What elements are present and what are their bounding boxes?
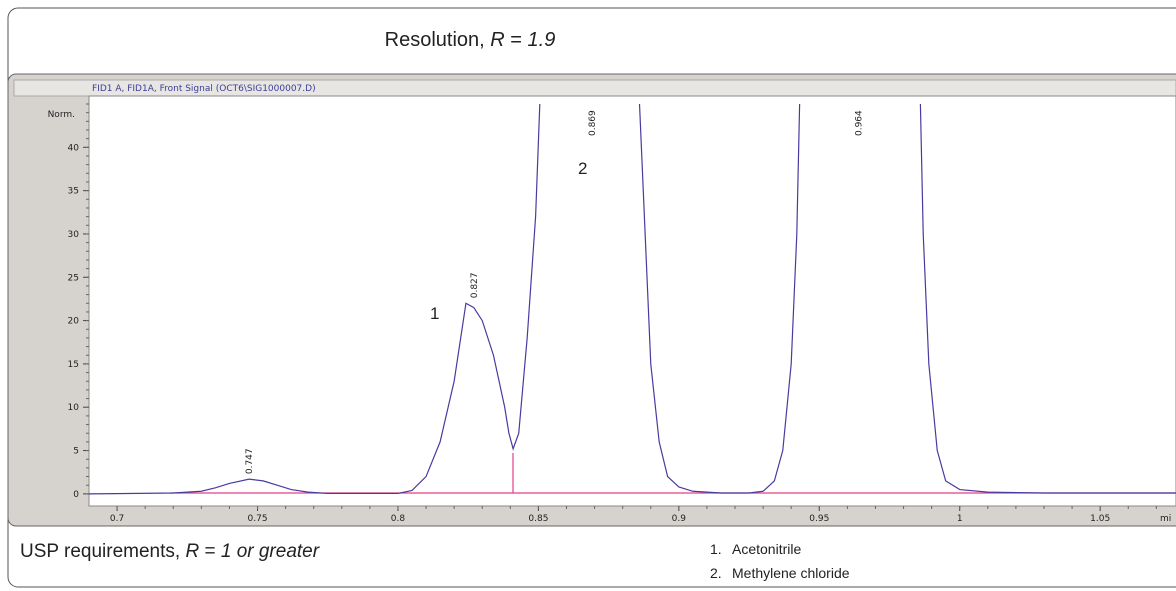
y-tick-label: 20 [68, 317, 80, 327]
x-tick-label: 0.85 [528, 514, 548, 524]
x-tick-label: 0.95 [809, 514, 829, 524]
plot [89, 103, 1176, 495]
footer-part: USP requirements, [20, 541, 185, 562]
legend-entry: Methylene chloride [732, 565, 850, 581]
title-part: Resolution, [385, 29, 491, 51]
compound-number: 2 [578, 159, 587, 178]
y-tick-label: 5 [73, 447, 79, 457]
y-tick-label: 35 [68, 187, 79, 197]
y-tick-label: 30 [68, 230, 80, 240]
footer-part: R [185, 541, 199, 562]
legend: 1. Acetonitrile 2. Methylene chloride [710, 541, 850, 581]
x-axis-label: mi [1160, 514, 1171, 524]
legend-number: 1. [710, 541, 722, 557]
title-part: = [505, 29, 528, 51]
chart-title: Resolution, R = 1.9 [385, 29, 556, 51]
y-tick-label: 40 [68, 143, 80, 153]
y-axis-label: Norm. [48, 110, 75, 120]
footer-part: 1 or greater [221, 541, 320, 562]
x-tick-label: 1 [957, 514, 963, 524]
peak-label: 0.827 [470, 273, 480, 299]
x-tick-label: 0.7 [110, 514, 124, 524]
plot-area [88, 95, 1176, 507]
y-tick-label: 10 [68, 403, 80, 413]
signal-trace [89, 103, 1176, 495]
footer-part: = [199, 541, 221, 562]
peak-label: 0.747 [245, 448, 255, 474]
compound-number: 1 [430, 304, 439, 323]
title-part: R [490, 29, 504, 51]
legend-entry: Acetonitrile [732, 541, 801, 557]
peak-label: 0.869 [588, 110, 598, 136]
x-tick-label: 0.8 [391, 514, 406, 524]
footer-note: USP requirements, R = 1 or greater [20, 541, 320, 562]
title-part: 1.9 [528, 29, 556, 51]
y-tick-label: 0 [73, 490, 79, 500]
legend-number: 2. [710, 565, 722, 581]
x-tick-label: 1.05 [1090, 514, 1110, 524]
y-tick-label: 25 [68, 273, 79, 283]
x-tick-label: 0.9 [672, 514, 687, 524]
x-tick-label: 0.75 [248, 514, 268, 524]
y-tick-label: 15 [68, 360, 79, 370]
signal-header: FID1 A, FID1A, Front Signal (OCT6\SIG100… [92, 84, 316, 94]
peak-label: 0.964 [855, 110, 865, 136]
